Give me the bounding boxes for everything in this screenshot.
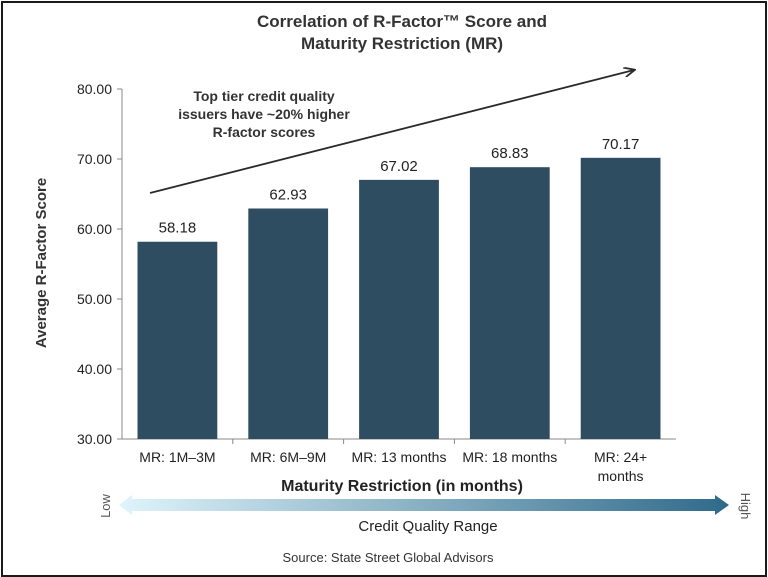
x-tick-label: MR: 24+ (594, 449, 647, 465)
x-axis-label: Maturity Restriction (in months) (281, 478, 523, 495)
y-tick-label: 40.00 (77, 361, 112, 377)
annotation-line-3: R-factor scores (213, 124, 316, 140)
x-tick-label: MR: 18 months (462, 449, 557, 465)
bar (469, 167, 550, 439)
quality-high-label: High (738, 493, 753, 520)
bar-value-label: 62.93 (269, 186, 307, 203)
bar-value-label: 67.02 (380, 158, 418, 175)
credit-quality-caption: Credit Quality Range (358, 518, 497, 535)
bar-value-label: 58.18 (159, 220, 197, 237)
y-tick-label: 50.00 (77, 291, 112, 307)
x-tick-label: MR: 13 months (352, 449, 447, 465)
trend-arrow (149, 70, 634, 194)
bar (359, 179, 439, 440)
annotation-line-1: Top tier credit quality (193, 88, 335, 104)
quality-low-label: Low (98, 493, 113, 517)
bar (580, 157, 661, 439)
x-tick-label: MR: 6M–9M (250, 449, 326, 465)
x-tick-label: MR: 1M–3M (139, 449, 215, 465)
source-note: Source: State Street Global Advisors (283, 550, 494, 565)
y-tick-label: 80.00 (77, 81, 112, 97)
y-tick-label: 70.00 (77, 151, 112, 167)
bar (248, 208, 329, 439)
bar-value-label: 70.17 (602, 136, 640, 153)
bar (137, 241, 218, 439)
y-axis-label: Average R-Factor Score (33, 178, 50, 348)
chart-title-line-1: Correlation of R-Factor™ Score and (257, 12, 547, 31)
y-tick-label: 60.00 (77, 221, 112, 237)
annotation-line-2: issuers have ~20% higher (178, 106, 350, 122)
x-tick-label: months (598, 468, 644, 484)
bar-value-label: 68.83 (491, 145, 529, 162)
y-tick-label: 30.00 (77, 431, 112, 447)
chart-title-line-2: Maturity Restriction (MR) (301, 34, 503, 53)
credit-quality-gradient-arrow (119, 495, 729, 515)
